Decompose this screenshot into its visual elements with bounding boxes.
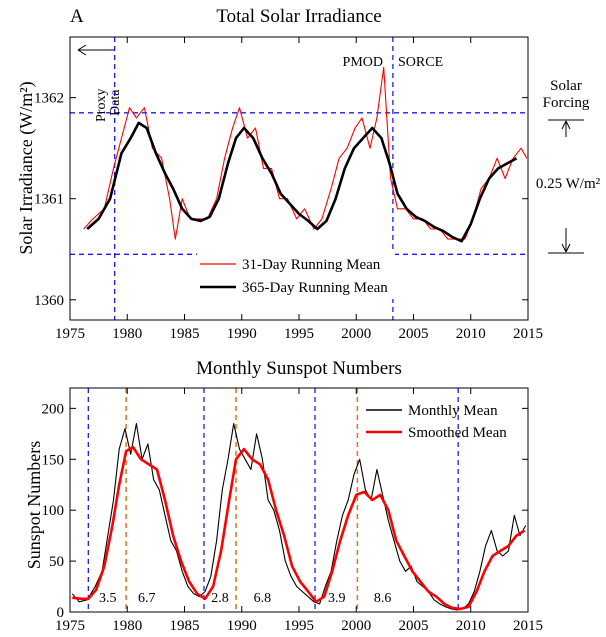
sunspot-x-ticks: 1975 1980 1985 1990 1995 2000 2005 2010 2015 [55,388,543,634]
x-tick-label: 1990 [227,618,257,634]
x-tick-label: 1980 [112,326,142,342]
sunspot-legend: Monthly Mean Smoothed Mean [366,403,507,441]
legend-31day-label: 31-Day Running Mean [242,257,381,273]
sunspot-series-group [71,423,527,611]
cycle-length-label: 3.5 [99,591,117,606]
y-tick-label: 1362 [34,91,64,107]
y-tick-label: 0 [57,605,65,621]
forcing-down-arrow-icon [561,243,571,253]
tsi-series-group [83,66,528,243]
x-tick-label: 2010 [456,326,486,342]
x-tick-label: 1995 [284,618,314,634]
x-tick-label: 1985 [170,326,200,342]
x-tick-label: 2000 [341,326,371,342]
tsi-legend: 31-Day Running Mean 365-Day Running Mean [197,253,395,299]
tsi-x-ticks: 1975 1980 1985 1990 1995 2000 2005 2010 2015 [55,37,543,342]
x-tick-label: 1990 [227,326,257,342]
sunspot-y-ticks: 0 50 100 150 200 [42,401,528,621]
tsi-title: Total Solar Irradiance [216,6,381,27]
y-tick-label: 150 [42,452,65,468]
tsi-panel: A Total Solar Irradiance Solar Irradianc… [16,6,601,342]
sunspot-ylabel: Sunspot Numbers [24,441,44,570]
cycle-length-label: 8.6 [374,591,392,606]
x-tick-label: 2010 [456,618,486,634]
sunspot-guides [87,388,459,612]
x-tick-label: 1980 [112,618,142,634]
cycle-length-label: 2.8 [211,591,229,606]
sunspot-panel: Monthly Sunspot Numbers Sunspot Numbers … [24,358,543,634]
cycle-length-label: 6.7 [138,591,156,606]
forcing-up-arrow-icon [561,120,571,130]
series-line-31-day-running-mean [83,66,528,240]
legend-365day-label: 365-Day Running Mean [242,280,388,296]
x-tick-label: 1975 [55,618,85,634]
tsi-legend-bg [197,253,395,299]
y-tick-label: 100 [42,503,65,519]
sunspot-title: Monthly Sunspot Numbers [196,358,402,379]
x-tick-label: 2000 [341,618,371,634]
sorce-label: SORCE [398,55,443,70]
panel-label: A [70,6,84,27]
x-tick-label: 1995 [284,326,314,342]
x-tick-label: 2015 [513,326,543,342]
tsi-ylabel: Solar Irradiance (W/m²) [16,81,37,254]
y-tick-label: 1361 [34,192,64,208]
x-tick-label: 2005 [399,326,429,342]
y-tick-label: 50 [49,554,64,570]
x-tick-label: 1985 [170,618,200,634]
cycle-length-label: 6.8 [254,591,272,606]
y-tick-label: 1360 [34,293,64,309]
y-tick-label: 200 [42,401,65,417]
legend-monthly-label: Monthly Mean [408,403,498,419]
series-line-365-day-running-mean [86,121,518,243]
solar-forcing-value: 0.25 W/m² [536,176,601,192]
proxy-data-label: ProxyData [94,89,123,122]
cycle-annotations: 3.5 6.7 2.8 6.8 3.9 8.6 [99,591,391,606]
tsi-y-ticks: 1360 1361 1362 [34,91,528,309]
solar-forcing-label: Solar Forcing [543,78,590,111]
series-line-smoothed-mean [72,445,526,611]
legend-smoothed-label: Smoothed Mean [408,425,507,441]
series-line-monthly-mean [71,423,527,611]
cycle-length-label: 3.9 [328,591,346,606]
pmod-label: PMOD [343,55,383,70]
x-tick-label: 2005 [399,618,429,634]
x-tick-label: 2015 [513,618,543,634]
x-tick-label: 1975 [55,326,85,342]
proxy-arrow-head [77,44,87,56]
